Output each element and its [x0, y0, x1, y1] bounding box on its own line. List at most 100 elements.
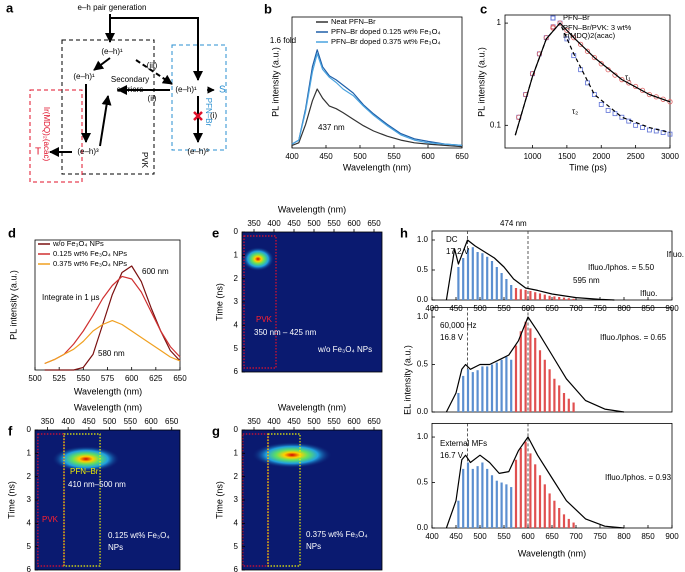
y-tick-label: 5 [27, 542, 32, 551]
annotation: 16.7 V [440, 451, 464, 460]
x-tick-label: 700 [569, 304, 583, 313]
series-line [291, 49, 463, 146]
point [578, 41, 584, 47]
diagram-label: PFN–Br [204, 98, 213, 127]
x-tick-label: 3000 [661, 152, 679, 161]
x-tick-label: 400 [425, 532, 439, 541]
diagram-label: Ir(MDQ)₂(acac) [42, 107, 51, 162]
y-tick-label: 5 [234, 344, 239, 353]
y-tick-label: 6 [234, 565, 239, 572]
legend-item: PFN–Br [563, 14, 590, 22]
x-tick-label: 550 [327, 219, 341, 228]
panel: d 500 525 550 575 600 625 650 Wavelength (nm) PL … [8, 225, 187, 396]
x-tick-label: 450 [449, 532, 463, 541]
x-axis-label: Wavelength (nm) [278, 204, 346, 214]
y-tick-label: 3 [234, 495, 239, 504]
legend-label: PFN–Br doped 0.375 wt% Fe₃O₄ [331, 37, 441, 46]
x-axis-label: Time (ps) [569, 162, 607, 172]
block-mark [193, 111, 203, 121]
panel-letter: h [400, 225, 408, 240]
y-axis-label: Time (ns) [6, 481, 16, 519]
x-tick-label: 450 [449, 304, 463, 313]
y-tick-label: 0.5 [417, 478, 429, 487]
x-tick-label: 750 [593, 304, 607, 313]
panel: c 1000 1500 2000 2500 3000 0.1 1 Time (ps) PL int… [476, 1, 679, 172]
legend-item: Neat PFN–Br [331, 18, 376, 26]
annotation: DC [446, 235, 458, 244]
panel: g 350 400 450 500 550 600 650 0 1 2 3 4 5 6 Wavelength … [212, 402, 383, 572]
legend-label: 0.375 wt% Fe₃O₄ NPs [53, 259, 128, 268]
series-line [291, 53, 463, 146]
annotation: 580 nm [98, 349, 125, 358]
x-tick-label: 500 [103, 417, 117, 426]
legend-item: PFN–Br/PVK: 3 wt% Ir(MDQ)2(acac) [563, 24, 631, 40]
x-axis-label: Wavelength (nm) [343, 162, 411, 172]
x-tick-label: 400 [285, 152, 299, 161]
legend-item: 0.125 wt% Fe₃O₄ NPs [53, 249, 128, 258]
x-tick-label: 625 [149, 374, 163, 383]
x-tick-label: 650 [367, 417, 381, 426]
annotation: 0.375 wt% Fe₃O₄ [306, 530, 368, 539]
x-tick-label: 850 [641, 532, 655, 541]
y-tick-label: 1.0 [417, 235, 429, 244]
arrow [93, 57, 111, 71]
x-tick-label: 900 [665, 532, 679, 541]
x-tick-label: 350 [247, 219, 261, 228]
legend-item: w/o Fe₃O₄ NPs [53, 239, 104, 248]
region-box [63, 433, 101, 567]
panel: b 400 450 500 550 600 650 Wavelength (nm) PL int… [264, 1, 469, 172]
annotation: PFN–Br [70, 467, 99, 476]
x-tick-label: 650 [545, 532, 559, 541]
annotation: NPs [306, 542, 321, 551]
x-tick-label: 600 [347, 219, 361, 228]
series-line [445, 436, 625, 529]
annotation: 350 nm – 425 nm [254, 328, 317, 337]
y-tick-label: 1 [234, 250, 239, 259]
arrow [99, 95, 112, 147]
x-tick-label: 700 [569, 532, 583, 541]
series-line [445, 239, 615, 301]
x-tick-label: 500 [473, 304, 487, 313]
y-tick-label: 0.5 [417, 265, 429, 274]
x-tick-label: 400 [61, 417, 75, 426]
legend-label: w/o Fe₃O₄ NPs [53, 239, 104, 248]
plot-frame [431, 307, 673, 413]
series-line [445, 316, 625, 413]
annotation: Ifluo./Iphos. = 0.65 [600, 333, 667, 342]
ir-box [29, 89, 83, 183]
annotation: τ₁ [625, 73, 631, 82]
x-tick-label: 400 [267, 219, 281, 228]
legend-label: 0.125 wt% Fe₃O₄ NPs [53, 249, 128, 258]
diagram-label: Secondary [111, 75, 149, 84]
y-tick-label: 0.0 [417, 295, 429, 304]
diagram-label: (e–h)¹ [101, 47, 123, 56]
panel: e 350 400 450 500 550 600 650 0 1 2 3 4 5 6 Wavelength … [212, 204, 383, 376]
series-line [514, 22, 671, 136]
heatmap-blob [242, 247, 274, 271]
x-tick-label: 850 [641, 304, 655, 313]
y-axis-label: PL intensity (a.u.) [270, 47, 280, 117]
annotation: 437 nm [318, 123, 345, 132]
y-axis-label: Time (ns) [214, 481, 224, 519]
panel-letter: e [212, 225, 219, 240]
y-tick-label: 5 [234, 542, 239, 551]
y-tick-label: 1.0 [417, 432, 429, 441]
x-tick-label: 550 [387, 152, 401, 161]
diagram-label: (e–h)¹ [73, 72, 95, 81]
x-tick-label: 350 [41, 417, 55, 426]
x-tick-label: 500 [473, 532, 487, 541]
annotation: 1.6 fold [270, 36, 296, 45]
annotation: τ₂ [572, 107, 578, 116]
x-tick-label: 800 [617, 304, 631, 313]
panel-letter: f [8, 423, 13, 438]
point [584, 48, 591, 54]
diagram-label: (e–h)³ [77, 147, 99, 156]
x-axis-label: Wavelength (nm) [74, 386, 142, 396]
x-tick-label: 2500 [627, 152, 645, 161]
point [633, 122, 639, 128]
point [571, 35, 577, 41]
point [605, 107, 611, 113]
y-tick-label: 6 [27, 565, 32, 572]
legend-item: 0.375 wt% Fe₃O₄ NPs [53, 259, 128, 268]
diagram-label: PVK [140, 152, 149, 169]
